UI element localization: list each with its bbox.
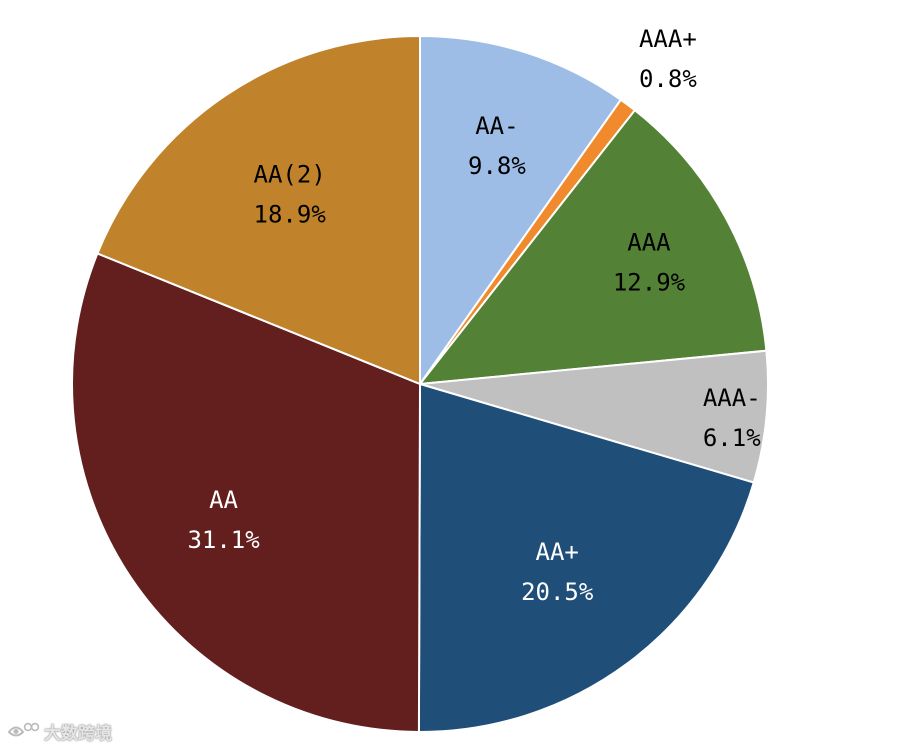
pie-slice-aaa <box>417 108 768 386</box>
labels-layer: AA- 9.8% AAA+ 0.8% AAA 12.9% AAA- 6.1% AA+ 20.5% A… <box>187 25 761 606</box>
slice-label-aa: AA <box>209 486 238 514</box>
slice-label-aaa-plus: AAA+ <box>639 25 697 53</box>
pie-slice-aaa-minus <box>419 349 769 484</box>
slice-label-aa-2: AA(2) <box>254 161 326 189</box>
slice-value-aa: 31.1% <box>187 526 260 554</box>
slice-label-aa-plus: AA+ <box>536 538 579 566</box>
slice-value-aa-minus: 9.8% <box>468 152 526 180</box>
pie-slice-aa-2 <box>96 34 421 386</box>
watermark: 大数跨境 <box>6 718 112 744</box>
slices-layer <box>71 34 769 734</box>
slice-value-aa-2: 18.9% <box>254 201 327 229</box>
eye-logo-icon <box>7 722 40 737</box>
slice-value-aaa: 12.9% <box>613 269 686 297</box>
watermark-text: 大数跨境 <box>44 723 112 744</box>
pie-slice-aa-plus <box>417 382 755 733</box>
pie-slice-aa-minus <box>419 34 623 388</box>
slice-label-aaa: AAA <box>627 229 671 257</box>
slice-label-aa-minus: AA- <box>475 112 518 140</box>
slice-value-aaa-plus: 0.8% <box>639 65 697 93</box>
slice-value-aaa-minus: 6.1% <box>703 424 761 452</box>
slice-label-aaa-minus: AAA- <box>703 384 761 412</box>
pie-slice-aa <box>71 252 422 734</box>
slice-value-aa-plus: 20.5% <box>521 578 594 606</box>
